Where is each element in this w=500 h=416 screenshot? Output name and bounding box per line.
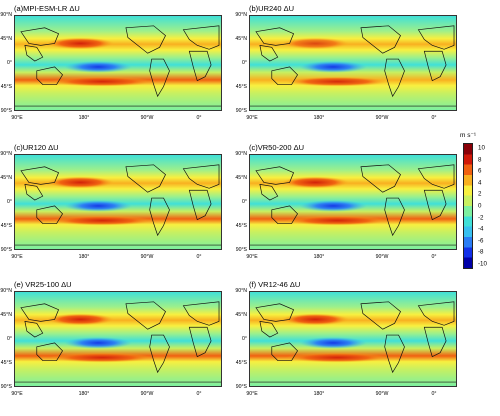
latitude-label: 45°S <box>235 84 247 90</box>
colorbar-tick-label: 0 <box>478 202 482 210</box>
latitude-label: 90°S <box>0 108 12 114</box>
longitude-label: 0° <box>196 391 202 397</box>
latitude-label: 90°N <box>235 151 247 157</box>
colorbar-tick-label: 10 <box>478 144 485 152</box>
longitude-label: 0° <box>431 254 437 260</box>
latitude-label: 45°S <box>235 223 247 229</box>
longitude-label: 90°E <box>11 391 23 397</box>
latitude-label: 90°N <box>235 288 247 294</box>
panel-title: (b)UR240 ΔU <box>249 4 295 13</box>
longitude-label: 180° <box>78 115 90 121</box>
longitude-label: 180° <box>78 254 90 260</box>
colorbar-tick-label: -10 <box>478 260 487 268</box>
colorbar <box>463 143 473 269</box>
latitude-label: 90°S <box>235 247 247 253</box>
longitude-label: 90°W <box>375 391 389 397</box>
colorbar-tick-label: -4 <box>478 225 484 233</box>
latitude-label: 0° <box>242 336 247 342</box>
longitude-label: 180° <box>313 115 325 121</box>
map-panel: (c)UR120 ΔU <box>0 143 230 268</box>
wind-change-map <box>249 291 457 387</box>
latitude-label: 0° <box>7 199 12 205</box>
latitude-label: 90°N <box>0 288 12 294</box>
latitude-label: 90°N <box>0 151 12 157</box>
longitude-label: 90°W <box>140 391 154 397</box>
longitude-label: 180° <box>313 254 325 260</box>
wind-change-map <box>249 15 457 111</box>
wind-change-map <box>14 15 222 111</box>
latitude-label: 0° <box>7 60 12 66</box>
longitude-label: 90°E <box>246 115 258 121</box>
latitude-label: 90°S <box>0 247 12 253</box>
colorbar-tick-label: -2 <box>478 214 484 222</box>
longitude-label: 0° <box>431 115 437 121</box>
longitude-label: 90°E <box>11 254 23 260</box>
longitude-label: 90°E <box>246 254 258 260</box>
panel-title: (f) VR12-46 ΔU <box>249 280 301 289</box>
longitude-label: 90°W <box>140 115 154 121</box>
colorbar-tick-label: 4 <box>478 179 482 187</box>
longitude-label: 0° <box>196 115 202 121</box>
map-panel: (c)VR50-200 ΔU <box>235 143 465 268</box>
longitude-label: 90°W <box>375 115 389 121</box>
longitude-label: 90°W <box>140 254 154 260</box>
longitude-label: 90°W <box>375 254 389 260</box>
longitude-label: 0° <box>196 254 202 260</box>
longitude-label: 180° <box>313 391 325 397</box>
latitude-label: 45°S <box>0 360 12 366</box>
latitude-label: 45°N <box>0 36 12 42</box>
panel-title: (a)MPI-ESM-LR ΔU <box>14 4 80 13</box>
latitude-label: 45°N <box>235 175 247 181</box>
colorbar-tick-label: -8 <box>478 248 484 256</box>
wind-change-map <box>249 154 457 250</box>
latitude-label: 90°N <box>0 12 12 18</box>
map-panel: (f) VR12-46 ΔU <box>235 280 465 405</box>
latitude-label: 90°S <box>235 108 247 114</box>
latitude-label: 45°N <box>0 312 12 318</box>
panel-title: (c)UR120 ΔU <box>14 143 59 152</box>
panel-title: (e) VR25-100 ΔU <box>14 280 72 289</box>
latitude-label: 45°S <box>0 84 12 90</box>
map-panel: (a)MPI-ESM-LR ΔU <box>0 4 230 129</box>
panel-title: (c)VR50-200 ΔU <box>249 143 305 152</box>
latitude-label: 45°S <box>0 223 12 229</box>
map-panel: (e) VR25-100 ΔU <box>0 280 230 405</box>
latitude-label: 45°S <box>235 360 247 366</box>
longitude-label: 90°E <box>11 115 23 121</box>
wind-change-map <box>14 291 222 387</box>
latitude-label: 0° <box>242 199 247 205</box>
latitude-label: 45°N <box>235 36 247 42</box>
longitude-label: 90°E <box>246 391 258 397</box>
longitude-label: 0° <box>431 391 437 397</box>
map-panel: (b)UR240 ΔU <box>235 4 465 129</box>
latitude-label: 0° <box>7 336 12 342</box>
latitude-label: 90°N <box>235 12 247 18</box>
longitude-label: 180° <box>78 391 90 397</box>
latitude-label: 90°S <box>235 384 247 390</box>
latitude-label: 45°N <box>0 175 12 181</box>
colorbar-unit: m s⁻¹ <box>460 132 477 139</box>
colorbar-tick-label: 8 <box>478 156 482 164</box>
latitude-label: 0° <box>242 60 247 66</box>
latitude-label: 90°S <box>0 384 12 390</box>
colorbar-tick-label: 6 <box>478 167 482 175</box>
wind-change-map <box>14 154 222 250</box>
colorbar-tick-label: 2 <box>478 190 482 198</box>
latitude-label: 45°N <box>235 312 247 318</box>
colorbar-tick-label: -6 <box>478 237 484 245</box>
